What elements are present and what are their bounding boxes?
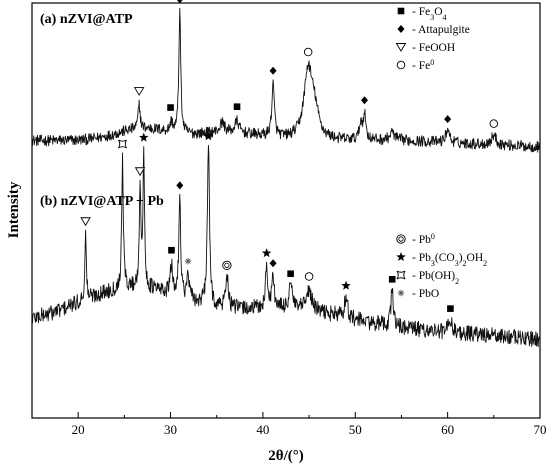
peak-marker-a-diamond-7 <box>444 115 452 124</box>
panel-a-label: (a) nZVI@ATP <box>40 12 133 27</box>
peak-marker-b-circle-12 <box>304 272 314 281</box>
x-tick-label: 20 <box>72 422 85 437</box>
peak-marker-a-circle-5 <box>303 47 313 57</box>
peak-marker-a-triangle-0 <box>133 87 145 96</box>
x-axis-label: 2θ/(°) <box>268 448 304 464</box>
peak-marker-b-dcircle-8 <box>222 260 232 271</box>
legend-entry-text: - Attapulgite <box>412 24 470 36</box>
panel-b-label: (b) nZVI@ATP + Pb <box>40 194 164 209</box>
series-line-a <box>31 7 541 153</box>
x-tick-label: 40 <box>256 422 269 437</box>
legend-symbol-hollowstar <box>396 270 406 280</box>
peak-marker-b-triangle-0 <box>80 217 91 227</box>
legend-entry-text: - Pb3(CO3)2OH2 <box>412 252 487 268</box>
y-axis-label: Intensity <box>6 181 22 238</box>
legend-panel-a: - Fe3O4 - Attapulgite - FeOOH - Fe0 <box>395 6 470 73</box>
legend-symbol-asterisk <box>397 289 405 297</box>
marker-layer <box>80 0 499 312</box>
peak-marker-b-star-13 <box>341 280 351 290</box>
peak-marker-b-star-7 <box>203 131 214 141</box>
trace-layer <box>31 7 541 348</box>
peak-marker-a-square-1 <box>167 104 174 111</box>
legend-symbol-square <box>397 7 405 15</box>
series-line-b <box>31 144 541 348</box>
legend-entry-text: - FeOOH <box>412 42 455 54</box>
legend-symbol-circle <box>396 60 406 70</box>
peak-marker-a-diamond-4 <box>269 66 277 75</box>
peak-marker-a-circle-8 <box>489 119 499 128</box>
peak-marker-a-diamond-6 <box>361 96 369 105</box>
x-tick-label: 50 <box>349 422 362 437</box>
peak-marker-a-square-3 <box>233 103 241 110</box>
peak-marker-b-star-3 <box>139 132 149 142</box>
legend-symbol-triangle <box>395 43 407 52</box>
x-axis-ticks: 20 30 40 50 60 70 <box>31 412 547 437</box>
peak-marker-b-square-15 <box>447 305 454 312</box>
legend-symbol-star <box>396 252 406 262</box>
legend-entry-text: - Fe3O4 <box>412 6 447 22</box>
peak-marker-b-asterisk-6 <box>184 257 192 265</box>
peak-marker-b-star-9 <box>261 248 272 258</box>
legend-panel-b: - Pb0 - Pb3(CO3)2OH2 - Pb(OH)2 - PbO <box>396 232 487 300</box>
legend-entry-text: - Pb(OH)2 <box>412 270 459 286</box>
peak-marker-b-square-14 <box>388 275 396 283</box>
peak-marker-b-square-4 <box>168 246 175 254</box>
legend-symbol-dcircle <box>396 234 406 244</box>
legend-entry-text: - Pb0 <box>412 232 435 247</box>
x-tick-label: 60 <box>441 422 454 437</box>
plot-frame <box>31 2 541 419</box>
legend-symbol-diamond <box>397 25 405 33</box>
legend-entry-text: - Fe0 <box>412 58 434 73</box>
legend-entry-text: - PbO <box>412 288 439 300</box>
peak-marker-b-hollowstar-1 <box>118 139 127 149</box>
x-tick-label: 30 <box>164 422 177 437</box>
peak-marker-a-diamond-2 <box>176 0 183 4</box>
peak-marker-b-square-11 <box>287 270 294 278</box>
peak-marker-b-triangle-2 <box>134 167 146 177</box>
x-tick-label: 70 <box>534 422 547 437</box>
peak-marker-b-diamond-10 <box>269 259 277 268</box>
peak-marker-b-diamond-5 <box>176 181 184 190</box>
